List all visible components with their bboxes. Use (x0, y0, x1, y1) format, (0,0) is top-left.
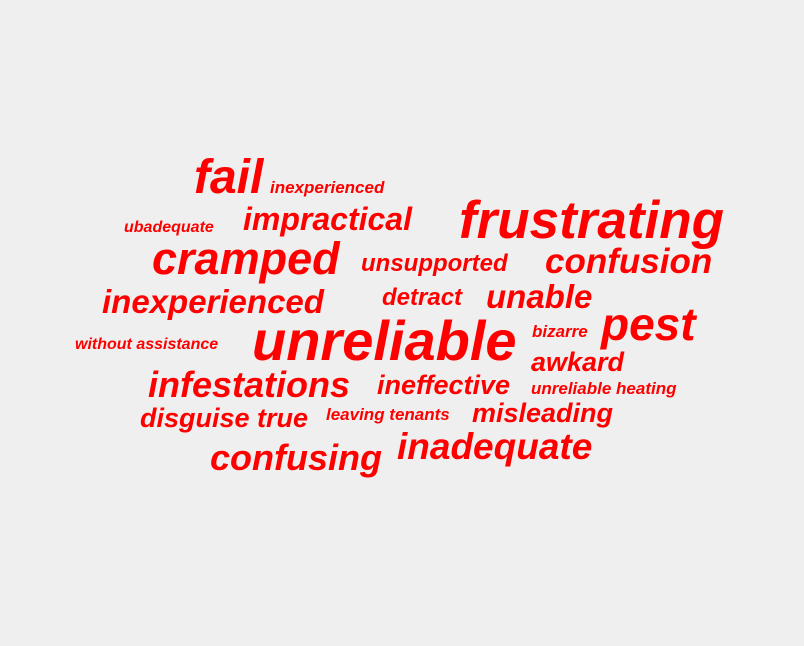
word-detract: detract (382, 284, 463, 311)
word-unsupported: unsupported (361, 250, 508, 277)
word-ineffective: ineffective (377, 370, 511, 400)
word-misleading: misleading (472, 398, 614, 428)
word-without-assistance: without assistance (75, 336, 219, 353)
word-inadequate: inadequate (397, 426, 593, 467)
word-pest: pest (601, 298, 696, 350)
word-frustrating: frustrating (459, 191, 724, 250)
word-inexperienced: inexperienced (270, 178, 385, 197)
word-bizarre: bizarre (532, 322, 588, 341)
word-unreliable-heating: unreliable heating (531, 379, 677, 398)
word-infestations: infestations (148, 364, 351, 405)
word-fail: fail (194, 151, 264, 204)
word-leaving-tenants: leaving tenants (326, 405, 450, 424)
word-impractical: impractical (243, 201, 412, 237)
word-unable: unable (486, 278, 593, 315)
word-confusing: confusing (210, 437, 382, 478)
word-disguise-true: disguise true (140, 403, 309, 433)
word-confusion: confusion (545, 242, 713, 281)
word-awkard: awkard (531, 347, 625, 377)
word-cramped: cramped (152, 233, 340, 284)
word-inexperienced-large: inexperienced (102, 283, 324, 320)
word-ubadequate: ubadequate (124, 219, 214, 236)
word-unreliable: unreliable (252, 309, 517, 372)
